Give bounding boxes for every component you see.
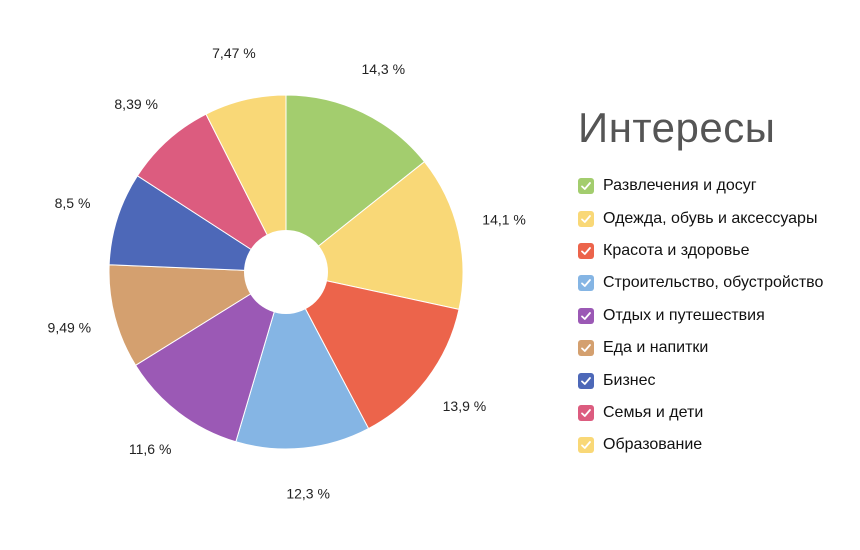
legend-item[interactable]: Семья и дети bbox=[578, 397, 823, 429]
slice-percent-label: 13,9 % bbox=[443, 398, 487, 414]
legend-label: Еда и напитки bbox=[603, 339, 709, 357]
checkmark-icon[interactable] bbox=[578, 437, 594, 454]
slice-percent-label: 8,39 % bbox=[114, 96, 158, 112]
checkmark-icon[interactable] bbox=[578, 372, 594, 389]
pie-slice bbox=[285, 94, 426, 274]
legend-label: Красота и здоровье bbox=[603, 241, 750, 259]
pie-slice bbox=[136, 113, 288, 274]
legend-label: Отдых и путешествия bbox=[603, 306, 765, 324]
slice-percent-label: 11,6 % bbox=[129, 441, 172, 457]
pie-slice bbox=[205, 94, 287, 273]
pie-slice bbox=[284, 161, 464, 310]
checkmark-icon[interactable] bbox=[578, 210, 594, 227]
pie-slice bbox=[108, 264, 288, 366]
pie-slice bbox=[235, 270, 370, 450]
legend-item[interactable]: Отдых и путешествия bbox=[578, 300, 823, 332]
pie-slices bbox=[108, 94, 464, 450]
slice-percent-label: 12,3 % bbox=[286, 486, 330, 502]
legend-item[interactable]: Красота и здоровье bbox=[578, 235, 823, 267]
legend-label: Строительство, обустройство bbox=[603, 274, 824, 292]
pie-slice bbox=[285, 271, 460, 430]
legend-item[interactable]: Строительство, обустройство bbox=[578, 267, 823, 299]
donut-hole bbox=[244, 230, 328, 314]
slice-percent-label: 7,47 % bbox=[212, 45, 256, 61]
legend-item[interactable]: Одежда, обувь и аксессуары bbox=[578, 202, 823, 234]
checkmark-icon[interactable] bbox=[578, 307, 594, 324]
legend: Развлечения и досуг Одежда, обувь и аксес… bbox=[578, 170, 823, 462]
checkmark-icon[interactable] bbox=[578, 178, 594, 195]
checkmark-icon[interactable] bbox=[578, 242, 594, 259]
legend-label: Одежда, обувь и аксессуары bbox=[603, 209, 818, 227]
legend-label: Образование bbox=[603, 436, 703, 454]
checkmark-icon[interactable] bbox=[578, 275, 594, 292]
checkmark-icon[interactable] bbox=[578, 404, 594, 421]
legend-item[interactable]: Образование bbox=[578, 429, 823, 461]
percent-labels: 14,3 % 14,1 % 13,9 % 12,3 % 11,6 % 9,49 % 8,5 … bbox=[48, 45, 526, 502]
slice-percent-label: 8,5 % bbox=[55, 195, 91, 211]
legend-item[interactable]: Развлечения и досуг bbox=[578, 170, 823, 202]
pie-slice bbox=[108, 175, 288, 273]
legend-item[interactable]: Бизнес bbox=[578, 364, 823, 396]
legend-item[interactable]: Еда и напитки bbox=[578, 332, 823, 364]
legend-label: Семья и дети bbox=[603, 403, 704, 421]
slice-percent-label: 14,3 % bbox=[361, 61, 405, 77]
slice-percent-label: 14,1 % bbox=[482, 212, 526, 228]
slice-percent-label: 9,49 % bbox=[48, 320, 92, 336]
legend-label: Бизнес bbox=[603, 371, 656, 389]
pie-slice bbox=[134, 270, 287, 443]
checkmark-icon[interactable] bbox=[578, 340, 594, 357]
legend-title: Интересы bbox=[578, 104, 776, 151]
legend-label: Развлечения и досуг bbox=[603, 177, 757, 195]
